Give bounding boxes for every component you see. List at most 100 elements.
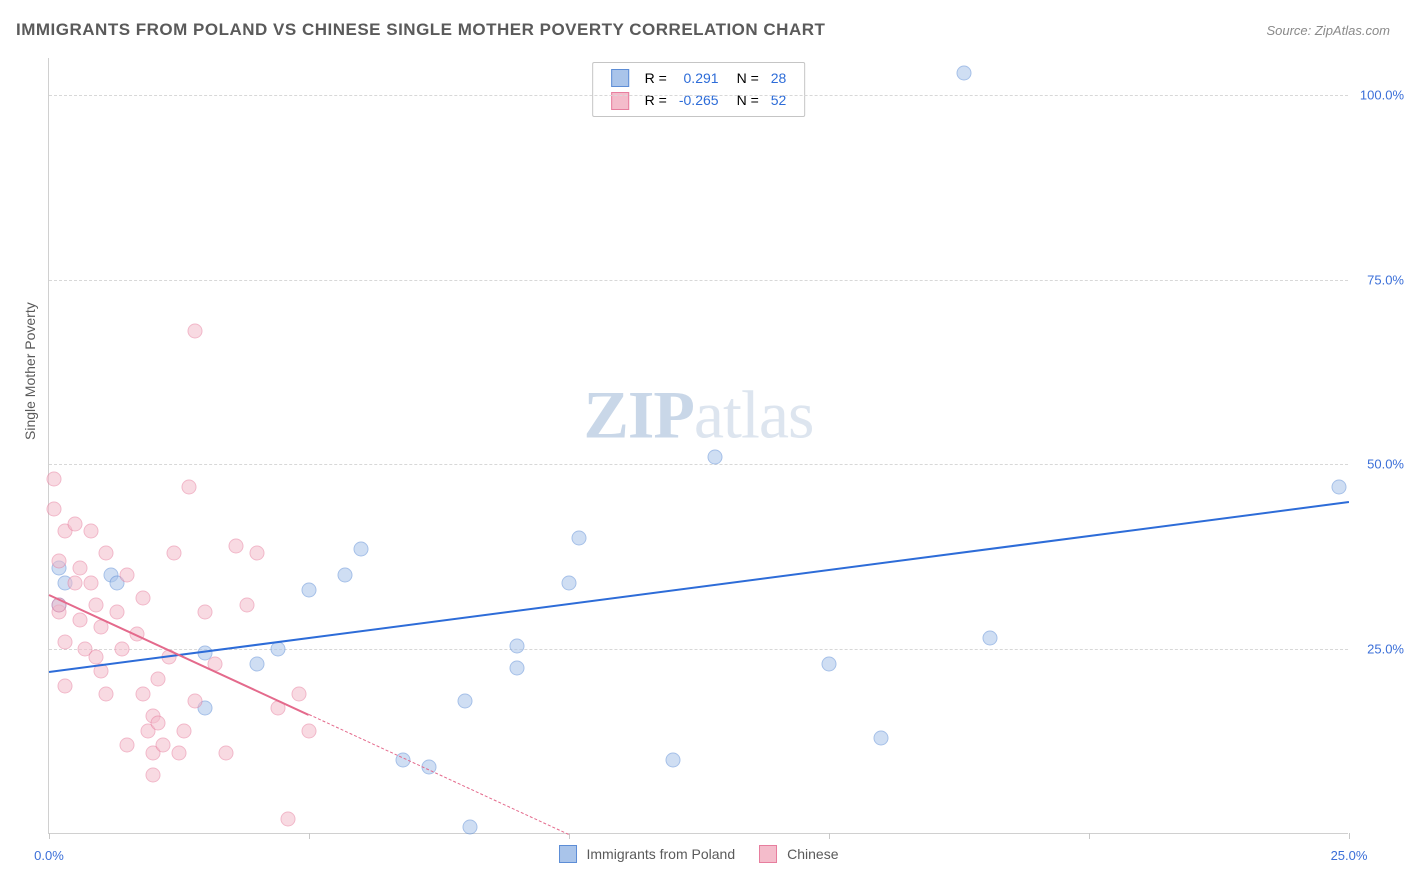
legend-r-chinese: -0.265 (673, 89, 725, 111)
x-tick (309, 833, 310, 839)
scatter-point-chinese (229, 538, 244, 553)
scatter-point-poland (354, 542, 369, 557)
legend-item-chinese: Chinese (759, 845, 838, 863)
gridline (49, 280, 1348, 281)
scatter-point-chinese (47, 501, 62, 516)
scatter-point-chinese (239, 597, 254, 612)
scatter-point-chinese (52, 553, 67, 568)
scatter-point-chinese (68, 575, 83, 590)
legend-r-label: R = (639, 89, 673, 111)
watermark-rest: atlas (694, 376, 814, 452)
scatter-point-chinese (57, 634, 72, 649)
y-axis-title: Single Mother Poverty (22, 302, 38, 440)
scatter-point-poland (463, 819, 478, 834)
scatter-point-poland (510, 638, 525, 653)
scatter-point-chinese (151, 671, 166, 686)
legend-series: Immigrants from Poland Chinese (559, 845, 839, 863)
scatter-point-chinese (291, 686, 306, 701)
scatter-point-chinese (99, 546, 114, 561)
x-tick (1089, 833, 1090, 839)
y-tick-label: 25.0% (1354, 642, 1404, 657)
scatter-point-chinese (177, 723, 192, 738)
x-tick (1349, 833, 1350, 839)
y-tick-label: 50.0% (1354, 457, 1404, 472)
legend-label-poland: Immigrants from Poland (587, 846, 736, 862)
source-label: Source: ZipAtlas.com (1266, 23, 1390, 38)
scatter-point-chinese (198, 605, 213, 620)
x-tick (829, 833, 830, 839)
legend-row-poland: R = 0.291 N = 28 (605, 67, 793, 89)
legend-n-label: N = (725, 67, 765, 89)
scatter-point-chinese (68, 516, 83, 531)
gridline (49, 649, 1348, 650)
scatter-point-chinese (83, 575, 98, 590)
scatter-point-chinese (135, 590, 150, 605)
legend-correlation: R = 0.291 N = 28 R = -0.265 N = 52 (592, 62, 806, 117)
x-tick-label: 0.0% (34, 848, 64, 863)
scatter-point-chinese (114, 642, 129, 657)
scatter-point-poland (822, 657, 837, 672)
scatter-point-chinese (218, 745, 233, 760)
scatter-point-poland (270, 642, 285, 657)
gridline (49, 95, 1348, 96)
scatter-point-chinese (135, 686, 150, 701)
scatter-point-chinese (57, 679, 72, 694)
scatter-point-poland (338, 568, 353, 583)
scatter-point-poland (983, 631, 998, 646)
legend-swatch-poland (611, 69, 629, 87)
trend-line (309, 714, 569, 835)
scatter-point-poland (874, 730, 889, 745)
chart-title: IMMIGRANTS FROM POLAND VS CHINESE SINGLE… (16, 20, 825, 40)
y-tick-label: 75.0% (1354, 272, 1404, 287)
plot-area: ZIPatlas R = 0.291 N = 28 R = -0.265 N =… (48, 58, 1348, 834)
legend-item-poland: Immigrants from Poland (559, 845, 736, 863)
scatter-point-chinese (146, 767, 161, 782)
scatter-point-chinese (187, 693, 202, 708)
scatter-point-poland (250, 657, 265, 672)
watermark-bold: ZIP (584, 376, 694, 452)
legend-r-label: R = (639, 67, 673, 89)
scatter-point-chinese (83, 523, 98, 538)
scatter-point-poland (1331, 479, 1346, 494)
y-tick-label: 100.0% (1354, 87, 1404, 102)
scatter-point-chinese (88, 649, 103, 664)
scatter-point-chinese (250, 546, 265, 561)
scatter-point-chinese (109, 605, 124, 620)
scatter-point-chinese (88, 597, 103, 612)
scatter-point-poland (707, 450, 722, 465)
scatter-point-chinese (120, 568, 135, 583)
scatter-point-poland (510, 660, 525, 675)
legend-label-chinese: Chinese (787, 846, 838, 862)
scatter-point-chinese (47, 472, 62, 487)
legend-row-chinese: R = -0.265 N = 52 (605, 89, 793, 111)
trend-line (49, 501, 1349, 673)
scatter-point-chinese (187, 324, 202, 339)
scatter-point-poland (562, 575, 577, 590)
legend-swatch-poland (559, 845, 577, 863)
legend-swatch-chinese (759, 845, 777, 863)
scatter-point-poland (572, 531, 587, 546)
scatter-point-chinese (182, 479, 197, 494)
legend-r-poland: 0.291 (673, 67, 725, 89)
gridline (49, 464, 1348, 465)
watermark: ZIPatlas (584, 375, 814, 454)
scatter-point-poland (957, 65, 972, 80)
scatter-point-chinese (73, 612, 88, 627)
legend-n-label: N = (725, 89, 765, 111)
scatter-point-poland (666, 753, 681, 768)
title-bar: IMMIGRANTS FROM POLAND VS CHINESE SINGLE… (16, 20, 1390, 40)
scatter-point-chinese (151, 716, 166, 731)
scatter-point-chinese (302, 723, 317, 738)
scatter-point-chinese (156, 738, 171, 753)
scatter-point-chinese (281, 812, 296, 827)
scatter-point-chinese (172, 745, 187, 760)
scatter-point-chinese (120, 738, 135, 753)
x-tick (49, 833, 50, 839)
x-tick-label: 25.0% (1331, 848, 1368, 863)
scatter-point-chinese (99, 686, 114, 701)
scatter-point-poland (458, 693, 473, 708)
scatter-point-chinese (73, 560, 88, 575)
legend-n-poland: 28 (765, 67, 793, 89)
scatter-point-chinese (166, 546, 181, 561)
legend-n-chinese: 52 (765, 89, 793, 111)
